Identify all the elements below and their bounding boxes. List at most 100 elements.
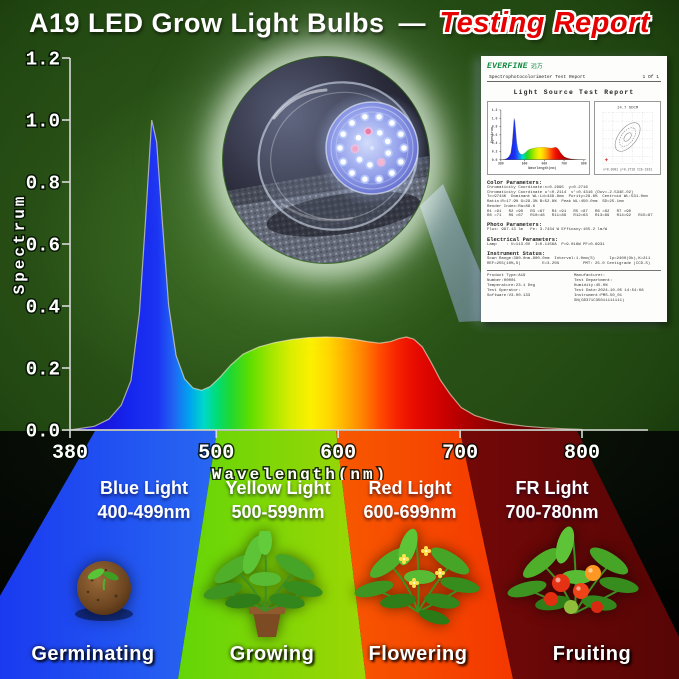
band-heading-yellow: Yellow Light 500-599nm <box>225 478 330 523</box>
band-label: Blue Light <box>100 478 188 498</box>
report-chromaticity-figure: 14.7 SDCM x=0.3001 y=0.2716 CIE-1931 <box>593 101 661 175</box>
led-chip <box>401 145 407 151</box>
led-chip <box>376 130 383 136</box>
led-chip <box>398 131 404 137</box>
y-tick-label: 1.0 <box>492 116 498 120</box>
band-label: FR Light <box>515 478 589 498</box>
band-range: 500-599nm <box>231 502 325 522</box>
x-tick-label: 380 <box>498 161 504 165</box>
footer-right-column: Manufacturer: Test Department: Humidity:… <box>574 274 661 304</box>
led-chip <box>340 131 346 137</box>
stage-label-fruiting: Fruiting <box>552 643 632 665</box>
y-tick-label: 0.2 <box>26 359 60 381</box>
band-label: Red Light <box>368 478 452 498</box>
report-line: Scan Range:380.0nm-800.0nm Interval:1.0n… <box>487 256 651 261</box>
led-chip <box>378 159 385 166</box>
germinating-seedling-image <box>75 561 133 621</box>
x-tick-label: 600 <box>541 161 547 165</box>
led-chip <box>389 120 395 126</box>
x-axis-title: Wavelength(nm) <box>528 166 556 171</box>
stage-label-growing: Growing <box>229 643 315 665</box>
report-logo-row: EVERFINE 远方 <box>487 61 661 71</box>
led-chip <box>365 128 372 135</box>
fruiting-plant-image <box>507 526 639 614</box>
sdcm-label: 14.7 SDCM <box>617 106 639 110</box>
footer-left-column: Product Type:A19 Number:00001 Temperatur… <box>487 274 574 304</box>
stage-label-flowering: Flowering <box>368 643 468 665</box>
report-page-number: 1 Of 1 <box>642 74 659 80</box>
y-tick-label: 0.2 <box>492 150 498 154</box>
x-tick-label: 700 <box>561 161 567 165</box>
y-tick-label: 0.0 <box>492 158 498 162</box>
led-chip <box>362 176 368 182</box>
yellow-flowers <box>399 546 445 588</box>
led-chip <box>349 170 355 176</box>
band-heading-blue: Blue Light 400-499nm <box>97 478 190 523</box>
led-chip <box>376 114 382 120</box>
report-line: Lamp : U=113.0V I=0.1156A P=9.016W PF=0.… <box>487 242 605 247</box>
led-chip <box>384 138 391 145</box>
everfine-logo: EVERFINE <box>487 62 528 71</box>
chromaticity-coords: x=0.3001 y=0.2716 CIE-1931 <box>603 168 652 172</box>
led-chip <box>352 146 358 152</box>
report-line: R8 =71 R9 =67 R10=48 R11=89 R12=63 R13=8… <box>487 214 653 219</box>
led-chip <box>362 114 368 120</box>
report-line: REF=255(10%,S) E=3.25% PMT: 25.0 Centigr… <box>487 261 651 266</box>
flowering-plant-image <box>354 528 480 625</box>
band-heading-red: Red Light 600-699nm <box>363 478 456 523</box>
spectrum-area <box>500 118 585 160</box>
macadam-ellipses <box>614 122 641 152</box>
growing-plant-image <box>203 531 323 637</box>
stage-label-germinating: Germinating <box>31 643 155 665</box>
bulb-photo-inset <box>222 56 430 264</box>
band-range: 600-699nm <box>363 502 457 522</box>
led-chip <box>398 159 404 165</box>
y-tick-label: 1.2 <box>26 49 60 71</box>
band-range: 700-780nm <box>505 502 599 522</box>
report-figures: 0.0 0.2 0.4 0.6 0.8 1.0 1.2 380 500 600 700 800 Wave… <box>487 101 661 175</box>
led-chip <box>349 120 355 126</box>
report-header-left: Spectrophotocolorimeter Test Report <box>489 74 586 80</box>
report-title: Light Source Test Report <box>513 89 635 96</box>
led-center <box>370 146 374 150</box>
a19-bulb-image <box>223 57 429 263</box>
y-tick-label: 1.0 <box>26 111 60 133</box>
led-chip <box>385 150 392 156</box>
led-chip <box>355 134 362 141</box>
y-axis-title: Spectrum <box>491 127 495 143</box>
y-tick-label: 1.2 <box>492 108 498 112</box>
footer-line: Instrument:PMS-50_01 SN(GD371C3501111111… <box>574 294 625 304</box>
report-footer: Product Type:A19 Number:00001 Temperatur… <box>487 274 661 304</box>
light-bands-section: Blue Light 400-499nm Yellow Light 500-59… <box>0 431 679 679</box>
y-tick-label: 0.4 <box>26 297 60 319</box>
x-tick-label: 500 <box>522 161 528 165</box>
page-title: A19 LED Grow Light Bulbs — Testing Repor… <box>0 7 679 40</box>
title-main: A19 LED Grow Light Bulbs <box>28 8 385 38</box>
chromaticity-grid <box>602 112 653 164</box>
y-tick-label: 0.6 <box>26 235 60 257</box>
led-chip <box>389 170 395 176</box>
x-tick-label: 800 <box>581 161 587 165</box>
led-chip <box>356 156 363 163</box>
led-chip <box>367 162 373 168</box>
test-report: EVERFINE 远方 Spectrophotocolorimeter Test… <box>481 56 667 322</box>
band-range: 400-499nm <box>97 502 191 522</box>
band-heading-fr: FR Light 700-780nm <box>505 478 598 523</box>
band-label: Yellow Light <box>225 478 331 498</box>
report-divider <box>487 270 661 272</box>
everfine-logo-cn: 远方 <box>530 63 543 70</box>
title-highlight: Testing Report <box>439 7 651 39</box>
y-axis-title: Spectrum <box>11 194 29 295</box>
tomato-fruits <box>544 565 603 614</box>
led-chip <box>337 145 343 151</box>
y-tick-label: 0.8 <box>26 173 60 195</box>
led-chip <box>376 176 382 182</box>
led-chip <box>340 159 346 165</box>
test-point-marker <box>604 158 608 162</box>
footer-line: Software:V3.00.133 <box>487 294 531 299</box>
report-line: Flux: 997.13 lm Fe: 3.7434 W Efficacy:10… <box>487 228 608 233</box>
title-dash: — <box>398 8 426 38</box>
report-header: Spectrophotocolorimeter Test Report 1 Of… <box>487 73 661 82</box>
